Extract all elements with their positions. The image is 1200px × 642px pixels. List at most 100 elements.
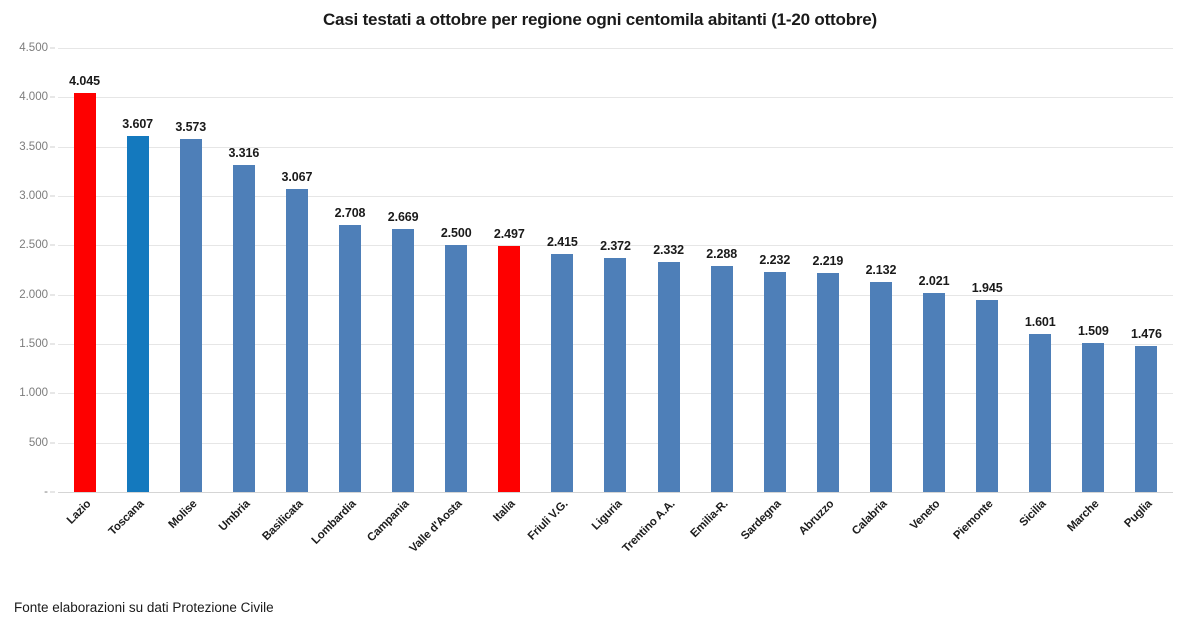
bar[interactable] xyxy=(73,92,96,492)
x-tick-label: Valle d'Aosta xyxy=(407,498,465,555)
bar[interactable] xyxy=(869,281,892,492)
bar[interactable] xyxy=(551,253,574,492)
x-tick-label: Friuli V.G. xyxy=(526,498,571,543)
y-tick-mark xyxy=(50,96,55,98)
bar-group[interactable]: 1.509 xyxy=(1067,48,1120,492)
bar[interactable] xyxy=(232,164,255,492)
y-tick-mark xyxy=(50,47,55,49)
y-tick-mark xyxy=(50,392,55,394)
x-tick-label: Marche xyxy=(1065,498,1102,535)
bar[interactable] xyxy=(923,292,946,492)
bar-value-label: 2.219 xyxy=(812,254,844,269)
y-axis: - 500 1.000 1.500 2.000 2.500 3.000 3.500 4.000 4… xyxy=(0,42,55,498)
bar-value-label: 3.573 xyxy=(175,120,207,135)
x-tick-label: Toscana xyxy=(106,498,147,538)
bar-value-label: 1.945 xyxy=(971,281,1003,296)
y-tick-mark xyxy=(50,146,55,148)
bar[interactable] xyxy=(604,257,627,492)
bar-group[interactable]: 1.476 xyxy=(1120,48,1173,492)
y-tick-label: 500 xyxy=(28,436,48,449)
bar-group[interactable]: 2.288 xyxy=(695,48,748,492)
bar-value-label: 2.415 xyxy=(547,234,578,249)
bar-value-label: 2.500 xyxy=(440,226,472,241)
x-tick-label: Molise xyxy=(166,498,200,531)
bar-value-label: 2.708 xyxy=(334,205,366,220)
bar-group[interactable]: 2.332 xyxy=(642,48,695,492)
y-tick-label: 3.000 xyxy=(19,190,48,202)
gridline xyxy=(58,48,1173,49)
x-tick-label: Lazio xyxy=(64,498,94,527)
bar-group[interactable]: 2.232 xyxy=(748,48,801,492)
bar[interactable] xyxy=(976,300,999,492)
bar[interactable] xyxy=(1029,334,1052,492)
x-tick-label: Italia xyxy=(491,498,518,525)
bar-group[interactable]: 3.067 xyxy=(270,48,323,492)
bar-group[interactable]: 2.415 xyxy=(536,48,589,492)
y-tick-label: 1.500 xyxy=(19,338,48,350)
y-tick-mark xyxy=(50,195,55,197)
x-tick-label: Calabria xyxy=(849,498,890,538)
plot-area: 4.045 3.607 3.573 3.316 3.067 2.708 2.669 2.500… xyxy=(58,48,1173,493)
y-tick-mark xyxy=(50,244,55,246)
bar[interactable] xyxy=(710,266,733,492)
bar-group[interactable]: 4.045 xyxy=(58,48,111,492)
bar-group[interactable]: 2.219 xyxy=(801,48,854,492)
bar-group[interactable]: 1.601 xyxy=(1014,48,1067,492)
bar-value-label: 3.316 xyxy=(228,145,260,160)
y-tick-label: 3.500 xyxy=(19,140,48,153)
y-tick-label: 1.000 xyxy=(19,387,48,400)
bars-layer: 4.045 3.607 3.573 3.316 3.067 2.708 2.669 2.500… xyxy=(58,48,1173,492)
bar-value-label: 2.288 xyxy=(706,247,738,262)
bar-value-label: 2.021 xyxy=(918,273,950,288)
bar-group[interactable]: 2.497 xyxy=(483,48,536,492)
bar-group[interactable]: 2.372 xyxy=(589,48,642,492)
x-tick-label: Trentino A.A. xyxy=(620,498,678,555)
bar-value-label: 2.497 xyxy=(493,226,525,241)
bar-group[interactable]: 3.573 xyxy=(164,48,217,492)
bar-value-label: 4.045 xyxy=(69,73,100,88)
bar-value-label: 1.601 xyxy=(1024,315,1056,330)
bar[interactable] xyxy=(816,273,839,492)
y-tick-mark xyxy=(50,343,55,345)
x-tick-label: Liguria xyxy=(589,498,624,533)
bar[interactable] xyxy=(657,261,680,492)
x-tick-label: Emilia-R. xyxy=(688,498,731,541)
bar-group[interactable]: 2.021 xyxy=(908,48,961,492)
bar[interactable] xyxy=(126,136,149,492)
bar[interactable] xyxy=(445,245,468,492)
gridline xyxy=(58,492,1173,493)
bar-value-label: 1.509 xyxy=(1077,324,1109,339)
y-tick-mark xyxy=(50,294,55,296)
bar[interactable] xyxy=(1082,343,1105,492)
bar-group[interactable]: 2.132 xyxy=(854,48,907,492)
bar[interactable] xyxy=(179,139,202,492)
bar-value-label: 2.372 xyxy=(600,238,631,253)
bar-group[interactable]: 3.316 xyxy=(217,48,270,492)
bar[interactable] xyxy=(1135,346,1158,492)
x-tick-label: Piemonte xyxy=(951,498,996,542)
y-tick-label: 4.500 xyxy=(19,42,48,54)
bar[interactable] xyxy=(498,245,521,492)
y-tick-mark xyxy=(50,442,55,444)
bar[interactable] xyxy=(763,271,786,492)
bar-value-label: 2.132 xyxy=(865,262,897,277)
bar-group[interactable]: 3.607 xyxy=(111,48,164,492)
bar-group[interactable]: 2.669 xyxy=(377,48,430,492)
x-tick-label: Puglia xyxy=(1122,498,1155,531)
chart-title: Casi testati a ottobre per regione ogni … xyxy=(322,10,878,29)
y-tick-label: 2.000 xyxy=(19,288,48,301)
x-tick-label: Abruzzo xyxy=(796,498,837,538)
y-tick-label: 2.500 xyxy=(19,239,48,252)
bar[interactable] xyxy=(392,228,415,492)
x-tick-label: Umbria xyxy=(216,498,253,534)
bar-value-label: 3.067 xyxy=(281,170,313,185)
bar-group[interactable]: 2.708 xyxy=(323,48,376,492)
x-tick-label: Veneto xyxy=(908,498,943,533)
bar-group[interactable]: 1.945 xyxy=(961,48,1014,492)
bar[interactable] xyxy=(339,224,362,492)
bar-group[interactable]: 2.500 xyxy=(430,48,483,492)
bar[interactable] xyxy=(285,189,308,492)
x-axis: Lazio Toscana Molise Umbria Basilicata Lombar… xyxy=(58,492,1173,582)
bar-value-label: 2.332 xyxy=(653,242,684,257)
